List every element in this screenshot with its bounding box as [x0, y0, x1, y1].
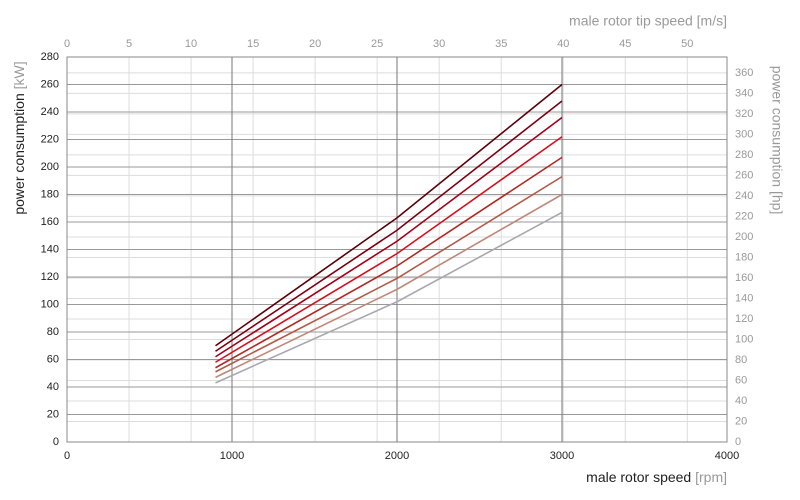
- y-tick-label: 260: [41, 78, 59, 90]
- x2-tick-label: 25: [371, 38, 383, 50]
- x2-tick-label: 5: [126, 38, 132, 50]
- plot-frame: [66, 56, 728, 443]
- x2-tick-label: 10: [185, 38, 197, 50]
- y-tick-label: 280: [41, 51, 59, 63]
- x-label-text: male rotor speed: [586, 469, 691, 485]
- y-tick-label: 220: [41, 133, 59, 145]
- y2-tick-label: 240: [735, 190, 753, 202]
- y2-tick-label: 300: [735, 128, 753, 140]
- y2-tick-label: 120: [735, 313, 753, 325]
- y-axis-label: power consumption [kW]: [11, 61, 27, 214]
- y2-tick-label: 280: [735, 149, 753, 161]
- y2-tick-label: 360: [735, 67, 753, 79]
- y2-tick-label: 220: [735, 210, 753, 222]
- y-tick-label: 60: [47, 353, 59, 365]
- y-label-unit: [kW]: [11, 61, 27, 89]
- series-line: [215, 100, 563, 352]
- y2-tick-label: 340: [735, 87, 753, 99]
- y2-tick-label: 60: [735, 374, 747, 386]
- y2-axis-label: power consumption [hp]: [769, 66, 785, 215]
- series-line: [215, 175, 563, 373]
- y2-tick-label: 40: [735, 395, 747, 407]
- y-tick-label: 240: [41, 106, 59, 118]
- y-tick-label: 120: [41, 271, 59, 283]
- series-line: [215, 193, 563, 379]
- series-line: [215, 211, 563, 384]
- y2-tick-label: 100: [735, 333, 753, 345]
- y2-tick-label: 260: [735, 169, 753, 181]
- y2-tick-label: 20: [735, 415, 747, 427]
- y-tick-label: 0: [53, 436, 59, 448]
- x2-tick-label: 50: [681, 38, 693, 50]
- x2-tick-label: 15: [247, 38, 259, 50]
- x2-tick-label: 0: [64, 38, 70, 50]
- y2-tick-label: 160: [735, 272, 753, 284]
- series-line: [215, 156, 563, 369]
- x2-tick-label: 35: [495, 38, 507, 50]
- x-label-unit: [rpm]: [695, 469, 727, 485]
- y-tick-label: 180: [41, 188, 59, 200]
- x-tick-label: 2000: [385, 450, 409, 462]
- y-tick-label: 80: [47, 326, 59, 338]
- y-tick-label: 100: [41, 298, 59, 310]
- y2-tick-label: 140: [735, 292, 753, 304]
- y2-tick-label: 200: [735, 231, 753, 243]
- x-tick-label: 0: [64, 450, 70, 462]
- series-line: [215, 83, 563, 347]
- y-tick-label: 160: [41, 216, 59, 228]
- series-line: [215, 116, 563, 358]
- x2-tick-label: 30: [433, 38, 445, 50]
- x2-axis-label: male rotor tip speed [m/s]: [569, 13, 727, 29]
- x2-tick-label: 20: [309, 38, 321, 50]
- x-axis-label: male rotor speed [rpm]: [586, 469, 727, 485]
- y2-tick-label: 180: [735, 251, 753, 263]
- x-tick-label: 1000: [220, 450, 244, 462]
- y-tick-label: 20: [47, 408, 59, 420]
- x-tick-label: 4000: [715, 450, 739, 462]
- series-line: [215, 136, 563, 363]
- y-label-text: power consumption: [11, 93, 27, 214]
- x2-tick-label: 45: [619, 38, 631, 50]
- x2-tick-label: 40: [557, 38, 569, 50]
- y-tick-label: 40: [47, 381, 59, 393]
- x-tick-label: 3000: [550, 450, 574, 462]
- y2-tick-label: 0: [735, 436, 741, 448]
- y2-tick-label: 80: [735, 354, 747, 366]
- y-tick-label: 200: [41, 161, 59, 173]
- y-tick-label: 140: [41, 243, 59, 255]
- y2-tick-label: 320: [735, 108, 753, 120]
